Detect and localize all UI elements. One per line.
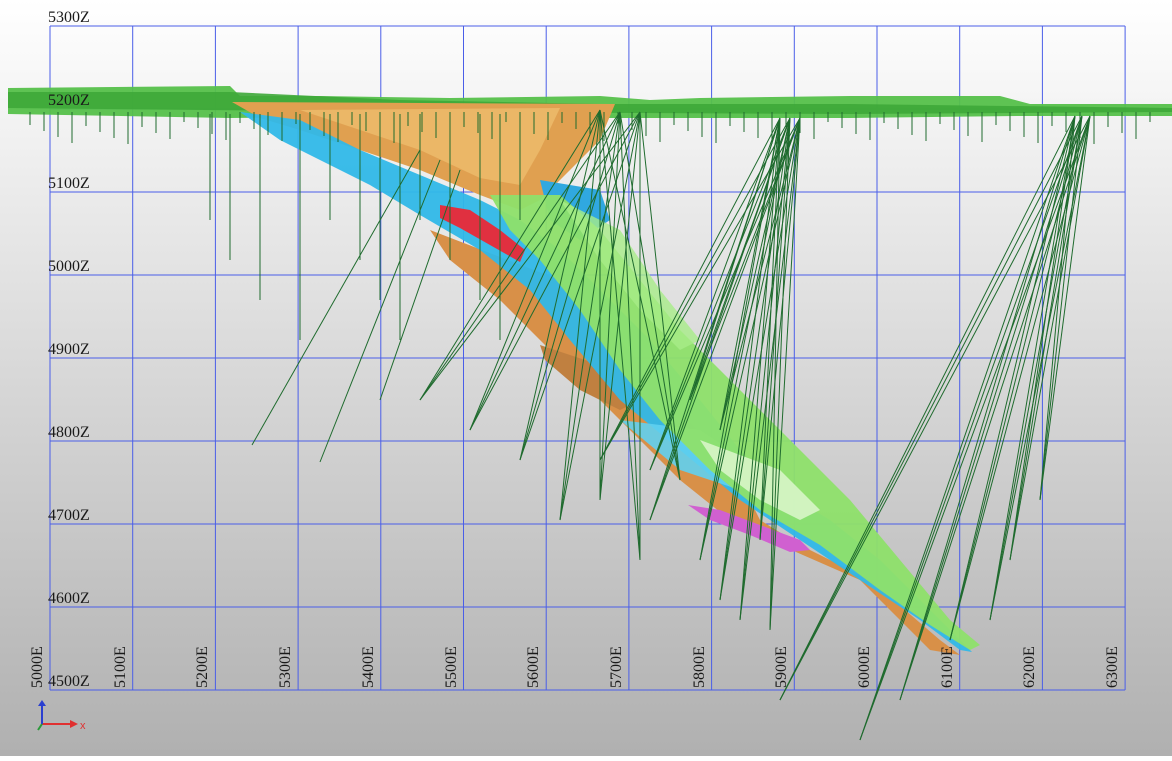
red-ore-body [440,205,525,262]
drillhole-trace [519,111,621,461]
drillhole-trace [599,117,781,461]
drillhole-trace [699,117,781,561]
drillhole-trace [769,117,781,631]
drillhole-trace [739,117,781,621]
easting-label: 5400E [359,646,377,688]
drillhole-trace [619,111,641,561]
elevation-label: 4900Z [48,341,90,358]
drillhole-trace [989,115,1091,621]
drillhole-trace [759,117,781,541]
drillhole-trace [779,115,1083,701]
drillhole-trace [699,117,801,561]
drillhole-trace [559,111,641,521]
drillhole-trace [949,115,1076,641]
drillhole-trace [1039,115,1091,501]
drillhole-trace [769,117,801,631]
green-ore-body [490,195,980,650]
drillhole-trace [419,109,601,401]
easting-label: 5100E [111,646,129,688]
easting-label: 5600E [525,646,543,688]
drillhole-trace [899,115,1083,701]
easting-label: 6100E [938,646,956,688]
elevation-label: 5300Z [48,9,90,26]
drillhole-trace [769,117,791,631]
easting-label: 6300E [1104,646,1122,688]
drillhole-trace [319,159,441,463]
drillhole-trace [739,117,791,621]
drillhole-trace [519,109,601,461]
y-axis-arrow [37,723,43,731]
drillhole-trace [779,115,1091,701]
drillhole-trace [989,115,1083,621]
drillhole-trace [649,117,781,471]
drillhole-trace [599,117,801,461]
drillhole-trace [639,111,681,481]
elevation-label: 5100Z [48,175,90,192]
easting-label: 5300E [277,646,295,688]
drillhole-trace [899,115,1091,701]
drillhole-trace [1009,115,1076,561]
drillhole-trace [739,117,801,621]
elevation-label: 5200Z [48,92,90,109]
drillhole-trace [759,117,801,541]
drillhole-trace [519,111,641,461]
drillhole-trace [599,109,641,561]
drillhole-trace [899,115,1076,701]
drillhole-trace [859,115,1091,741]
elevation-label: 5000Z [48,258,90,275]
drillhole-trace [599,111,641,501]
drillhole-traces [29,109,1151,741]
easting-label: 5900E [773,646,791,688]
drillhole-trace [649,117,791,471]
drillhole-trace [379,169,461,401]
drillhole-trace [689,117,781,401]
drillhole-trace [949,115,1083,641]
drillhole-trace [1009,115,1091,561]
drillhole-trace [689,117,801,401]
easting-label: 5000E [29,646,46,688]
elevation-label: 4700Z [48,507,90,524]
drillhole-trace [469,109,601,431]
drillhole-trace [719,117,781,601]
drillhole-trace [599,111,621,501]
drillhole-trace [559,109,601,521]
drillhole-trace [419,111,641,401]
elevation-label: 4800Z [48,424,90,441]
drillhole-trace [699,117,791,561]
easting-label: 6000E [856,646,873,688]
easting-label: 6200E [1021,646,1039,688]
easting-label: 5800E [690,646,708,688]
drillhole-trace [719,117,781,431]
drillhole-trace [1039,115,1083,501]
drillhole-trace [559,111,621,521]
drillhole-trace [419,111,621,401]
drillhole-trace [469,111,641,431]
axis-triad: x [36,700,86,736]
drillhole-trace [599,117,791,461]
easting-label: 5200E [194,646,212,688]
easting-label: 5500E [442,646,460,688]
drillhole-trace [859,115,1076,741]
drillhole-trace [859,115,1083,741]
drillhole-trace [779,115,1076,701]
elevation-label: 4500Z [48,673,90,690]
x-axis-label: x [80,720,86,732]
drillhole-trace [949,115,1091,641]
drillhole-trace [469,111,621,431]
easting-label: 5700E [607,646,625,688]
drillhole-trace [251,149,421,446]
elevation-label: 4600Z [48,590,90,607]
drillhole-trace [719,117,801,601]
